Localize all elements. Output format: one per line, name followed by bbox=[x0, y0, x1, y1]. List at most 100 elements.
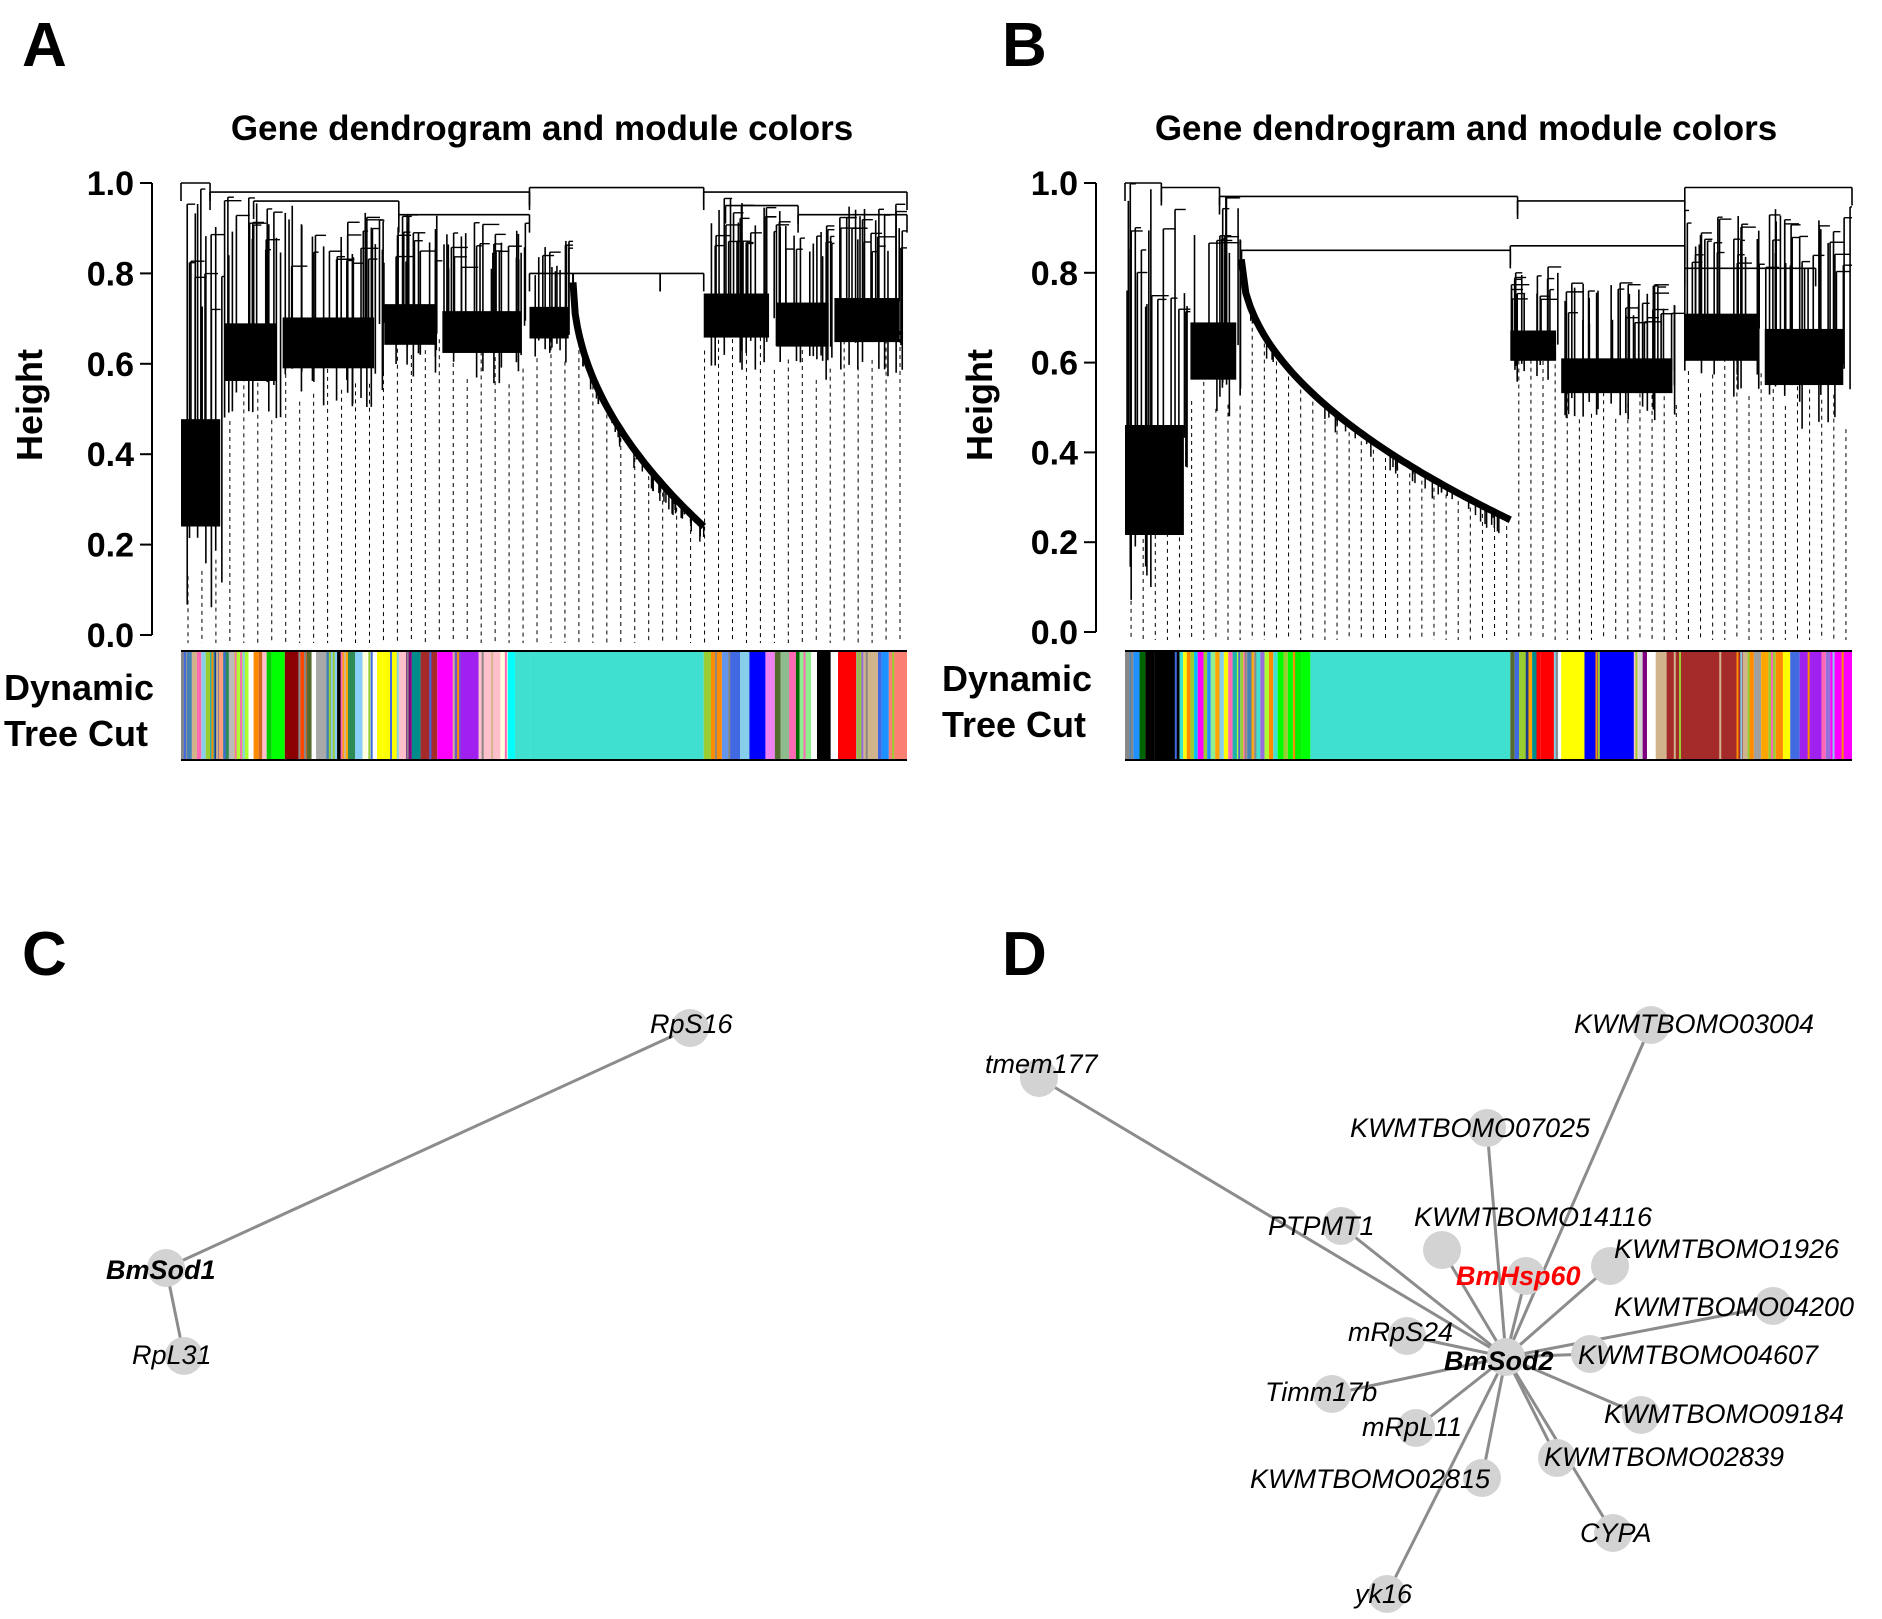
panel-a-module-segment bbox=[460, 651, 479, 760]
panel-a-module-stripe bbox=[183, 651, 186, 760]
panel-a-y-tick-label: 1.0 bbox=[87, 165, 134, 203]
panel-a-module-stripe bbox=[856, 651, 859, 760]
panel-b-module-stripe bbox=[1635, 651, 1638, 760]
panel-a-module-stripe bbox=[332, 651, 335, 760]
panel-b-module-stripe bbox=[1673, 651, 1676, 760]
panel-b-module-segment bbox=[1268, 651, 1274, 760]
panel-a-module-segment bbox=[347, 651, 356, 760]
panel-b-module-segment bbox=[1558, 651, 1562, 760]
panel-d-node bbox=[1591, 1247, 1629, 1285]
panel-a-module-segment bbox=[453, 651, 461, 760]
panel-b-module-segment bbox=[1283, 651, 1288, 760]
panel-a-module-stripe bbox=[328, 651, 331, 760]
panel-a-module-segment bbox=[311, 651, 317, 760]
panel-a-branch-dense bbox=[442, 311, 521, 353]
panel-b-module-segment bbox=[1573, 651, 1585, 760]
panel-d-edge bbox=[1415, 1355, 1507, 1430]
panel-d-node-label: BmHsp60 bbox=[1456, 1261, 1581, 1291]
panel-b-module-segment bbox=[1145, 651, 1155, 760]
panel-b-module-segment bbox=[1260, 651, 1265, 760]
panel-a-module-stripe bbox=[452, 651, 455, 760]
panel-b-module-segment bbox=[1666, 651, 1743, 760]
panel-b-module-segment bbox=[1310, 651, 1511, 760]
panel-b-module-segment bbox=[1523, 651, 1529, 760]
panel-b: B Gene dendrogram and module colors 0.00… bbox=[942, 11, 1853, 761]
panel-b-module-segment bbox=[1510, 651, 1515, 760]
panel-a-y-tick-label: 0.0 bbox=[87, 617, 134, 655]
panel-a-strip-label-line1: Dynamic bbox=[4, 667, 154, 708]
panel-d-edge bbox=[1440, 1249, 1508, 1358]
panel-a-module-segment bbox=[795, 651, 800, 760]
panel-letter-a: A bbox=[22, 11, 67, 80]
panel-b-strip-label-line2: Tree Cut bbox=[942, 704, 1086, 745]
panel-b-module-stripe bbox=[1832, 651, 1835, 760]
panel-b-module-stripe bbox=[1841, 651, 1844, 760]
panel-b-dendrogram bbox=[1124, 182, 1853, 640]
panel-a-module-segment bbox=[266, 651, 272, 760]
panel-a-module-stripe bbox=[491, 651, 494, 760]
panel-a-module-segment bbox=[191, 651, 197, 760]
panel-d-node bbox=[1754, 1287, 1792, 1325]
panel-b-module-segment bbox=[1790, 651, 1800, 760]
panel-a-module-stripe bbox=[303, 651, 306, 760]
panel-a-module-segment bbox=[196, 651, 202, 760]
panel-d-node bbox=[1538, 1439, 1576, 1477]
panel-d-node bbox=[1388, 1317, 1426, 1355]
panel-a-module-segment bbox=[703, 651, 711, 760]
panel-d-edge bbox=[1331, 1355, 1507, 1396]
panel-b-branch-dense bbox=[1125, 425, 1184, 536]
panel-d-edge bbox=[1385, 1356, 1508, 1595]
panel-b-strip-label-line1: Dynamic bbox=[942, 658, 1092, 699]
panel-a-module-segment bbox=[500, 651, 508, 760]
panel-b-module-segment bbox=[1584, 651, 1634, 760]
panel-a-module-segment bbox=[888, 651, 907, 760]
panel-a-module-stripe bbox=[803, 651, 806, 760]
panel-a-module-segment bbox=[205, 651, 211, 760]
panel-b-module-stripe bbox=[1595, 651, 1598, 760]
panel-b-module-stripe bbox=[1522, 651, 1525, 760]
panel-a-module-stripe bbox=[429, 651, 432, 760]
panel-a-module-segment bbox=[790, 651, 796, 760]
panel-a-module-stripe bbox=[298, 651, 301, 760]
panel-b-y-tick-label: 0.8 bbox=[1031, 255, 1078, 293]
panel-b-module-strip bbox=[1125, 650, 1852, 761]
panel-a-module-segment bbox=[740, 651, 750, 760]
panel-a-module-stripe bbox=[242, 651, 245, 760]
panel-b-branch-dense bbox=[1684, 313, 1757, 361]
panel-c-node bbox=[165, 1337, 203, 1375]
panel-letter-b: B bbox=[1002, 11, 1047, 80]
panel-d-node bbox=[1020, 1059, 1058, 1097]
panel-a-module-segment bbox=[355, 651, 363, 760]
panel-b-module-segment bbox=[1210, 651, 1216, 760]
panel-a-module-segment bbox=[729, 651, 741, 760]
panel-d-edge bbox=[1504, 1024, 1653, 1358]
panel-b-module-stripe bbox=[1241, 651, 1244, 760]
panel-a-module-segment bbox=[253, 651, 259, 760]
panel-d-node bbox=[1463, 1459, 1501, 1497]
panel-a-module-stripe bbox=[406, 651, 409, 760]
panel-b-module-segment bbox=[1125, 651, 1130, 760]
panel-d-node bbox=[1622, 1396, 1660, 1434]
panel-a-dendrogram bbox=[180, 182, 908, 643]
panel-b-module-segment bbox=[1761, 651, 1769, 760]
panel-a-module-segment bbox=[830, 651, 839, 760]
panel-b-branch-dense bbox=[1561, 358, 1673, 394]
panel-b-y-tick-label: 1.0 bbox=[1031, 165, 1078, 203]
panel-d-edge bbox=[1340, 1224, 1507, 1359]
panel-d-node-label: KWMTBOMO07025 bbox=[1350, 1113, 1591, 1143]
panel-b-y-axis: 0.0 0.2 0.4 0.6 0.8 1.0 bbox=[1031, 165, 1097, 652]
panel-c-node bbox=[671, 1009, 709, 1047]
panel-b-module-segment bbox=[1203, 651, 1208, 760]
panel-b-module-segment bbox=[1273, 651, 1278, 760]
panel-d-node-label: tmem177 bbox=[985, 1049, 1099, 1079]
panel-a-module-segment bbox=[774, 651, 781, 760]
panel-b-y-tick-label: 0.2 bbox=[1031, 524, 1078, 562]
panel-letter-d: D bbox=[1002, 920, 1047, 989]
panel-d-node bbox=[1397, 1409, 1435, 1447]
panel-d-node bbox=[1487, 1338, 1525, 1376]
panel-a-module-segment bbox=[863, 651, 878, 760]
panel-a-branch-dense bbox=[703, 293, 770, 338]
panel-a-module-segment bbox=[248, 651, 254, 760]
panel-c-edge bbox=[165, 1026, 691, 1270]
